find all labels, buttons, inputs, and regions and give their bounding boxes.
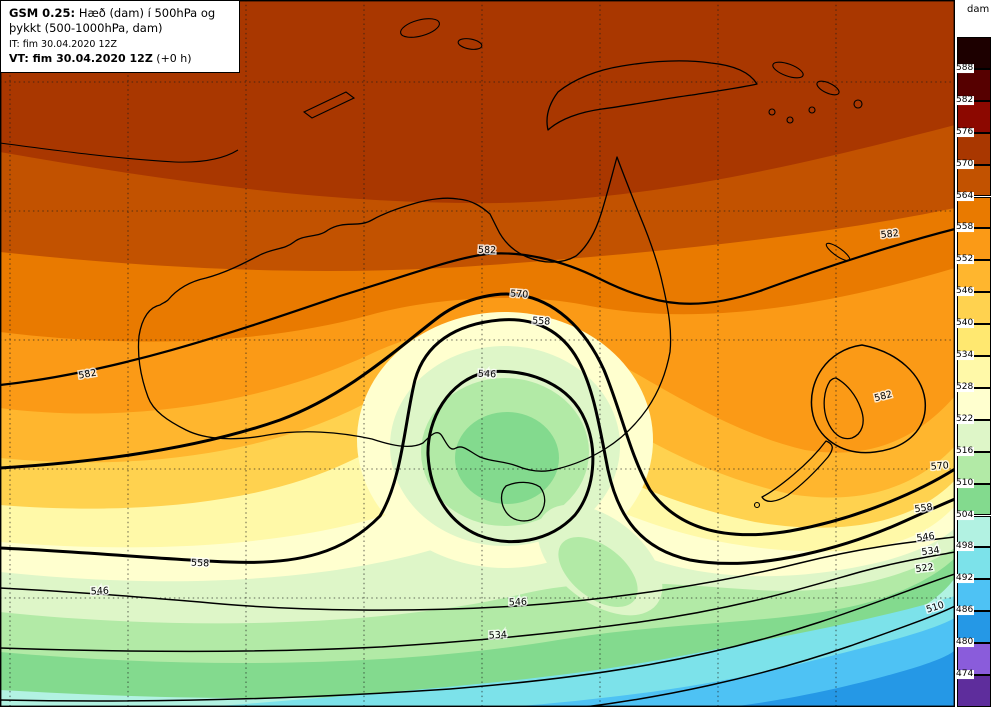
island <box>786 116 794 124</box>
legend-value-label: 570 <box>955 158 975 169</box>
new-guinea-coastline <box>546 60 758 131</box>
legend-unit-label: dam <box>967 4 990 15</box>
contour-label: 570 <box>510 288 529 300</box>
legend-value-label: 588 <box>955 62 975 73</box>
legend-value-label: 564 <box>955 190 975 201</box>
thickness-legend: dam 588 582 576 570 564 558 552 546 540 534 528 522… <box>955 0 1000 707</box>
timor-island <box>302 91 356 119</box>
valid-time: VT: fim 30.04.2020 12Z (+0 h) <box>9 51 192 65</box>
legend-value-label: 582 <box>955 94 975 105</box>
nz-south-island-coastline <box>761 440 833 502</box>
field-title-line1: Hæð (dam) í 500hPa og <box>78 6 216 20</box>
legend-value-label: 528 <box>955 381 975 392</box>
contour-534 <box>0 551 955 652</box>
contour-558 <box>0 318 955 565</box>
contour-label: 546 <box>478 369 497 381</box>
legend-swatch <box>957 100 991 133</box>
map-frame <box>0 0 955 707</box>
legend-value-label: 516 <box>955 445 975 456</box>
island <box>457 38 483 50</box>
thickness-fill-layer <box>0 0 955 707</box>
tasmania-coastline <box>500 481 546 522</box>
legend-value-label: 534 <box>955 350 975 361</box>
contour-label: 582 <box>880 228 899 241</box>
legend-value-label: 492 <box>955 573 975 584</box>
contour-522 <box>0 573 955 702</box>
nz-north-island-coastline <box>823 377 864 440</box>
contour-582-nz-high <box>810 344 926 454</box>
contour-label: 522 <box>915 562 934 575</box>
init-time: IT: fim 30.04.2020 12Z <box>9 38 118 50</box>
legend-swatch <box>957 675 991 707</box>
contour-510 <box>579 605 955 707</box>
legend-swatch <box>957 196 991 229</box>
contour-label: 582 <box>478 245 497 257</box>
legend-value-label: 480 <box>955 637 975 648</box>
contour-546-closed <box>426 369 595 544</box>
contour-label: 546 <box>91 586 110 598</box>
contour-layer <box>0 227 955 707</box>
coastline-layer <box>0 18 864 522</box>
island <box>853 99 863 109</box>
legend-swatch <box>957 515 991 548</box>
island <box>400 18 440 38</box>
legend-value-label: 576 <box>955 126 975 137</box>
legend-value-label: 486 <box>955 605 975 616</box>
contour-label: 534 <box>489 630 508 642</box>
weather-map: 5825705585465825825825705585465345225105… <box>0 0 955 707</box>
stewart-island <box>753 501 761 509</box>
legend-value-label: 546 <box>955 286 975 297</box>
model-name: GSM 0.25: <box>9 6 76 20</box>
australia-coastline <box>137 156 672 472</box>
title-box: GSM 0.25: Hæð (dam) í 500hPa og þykkt (5… <box>0 0 240 74</box>
legend-value-label: 540 <box>955 318 975 329</box>
contour-label: 570 <box>930 460 949 473</box>
legend-value-label: 474 <box>955 669 975 680</box>
contour-label: 558 <box>532 315 551 327</box>
grid-layer <box>0 0 955 707</box>
island <box>768 108 776 116</box>
contour-label: 546 <box>916 531 935 544</box>
contour-label: 546 <box>509 597 528 609</box>
legend-value-label: 522 <box>955 413 975 424</box>
legend-value-label: 498 <box>955 541 975 552</box>
island <box>816 80 840 96</box>
legend-swatch <box>957 228 991 261</box>
field-title-line2: þykkt (500-1000hPa, dam) <box>9 21 163 36</box>
legend-value-label: 558 <box>955 222 975 233</box>
legend-value-label: 510 <box>955 477 975 488</box>
contour-label: 582 <box>873 389 893 404</box>
island <box>772 61 804 79</box>
contour-582 <box>0 227 955 387</box>
legend-swatch <box>957 419 991 452</box>
contour-546-south <box>0 536 955 611</box>
contour-label: 558 <box>191 558 210 570</box>
contour-label: 558 <box>914 502 933 515</box>
legend-value-label: 504 <box>955 509 975 520</box>
contour-label: 582 <box>78 368 98 382</box>
coastline-fragment <box>0 142 239 163</box>
legend-value-label: 552 <box>955 254 975 265</box>
contour-570 <box>0 292 955 537</box>
legend-swatch <box>957 451 991 484</box>
legend-swatch <box>957 643 991 675</box>
island <box>808 106 816 114</box>
contour-label-layer: 5825705585465825825825705585465345225105… <box>76 227 951 643</box>
contour-label: 534 <box>921 545 940 558</box>
